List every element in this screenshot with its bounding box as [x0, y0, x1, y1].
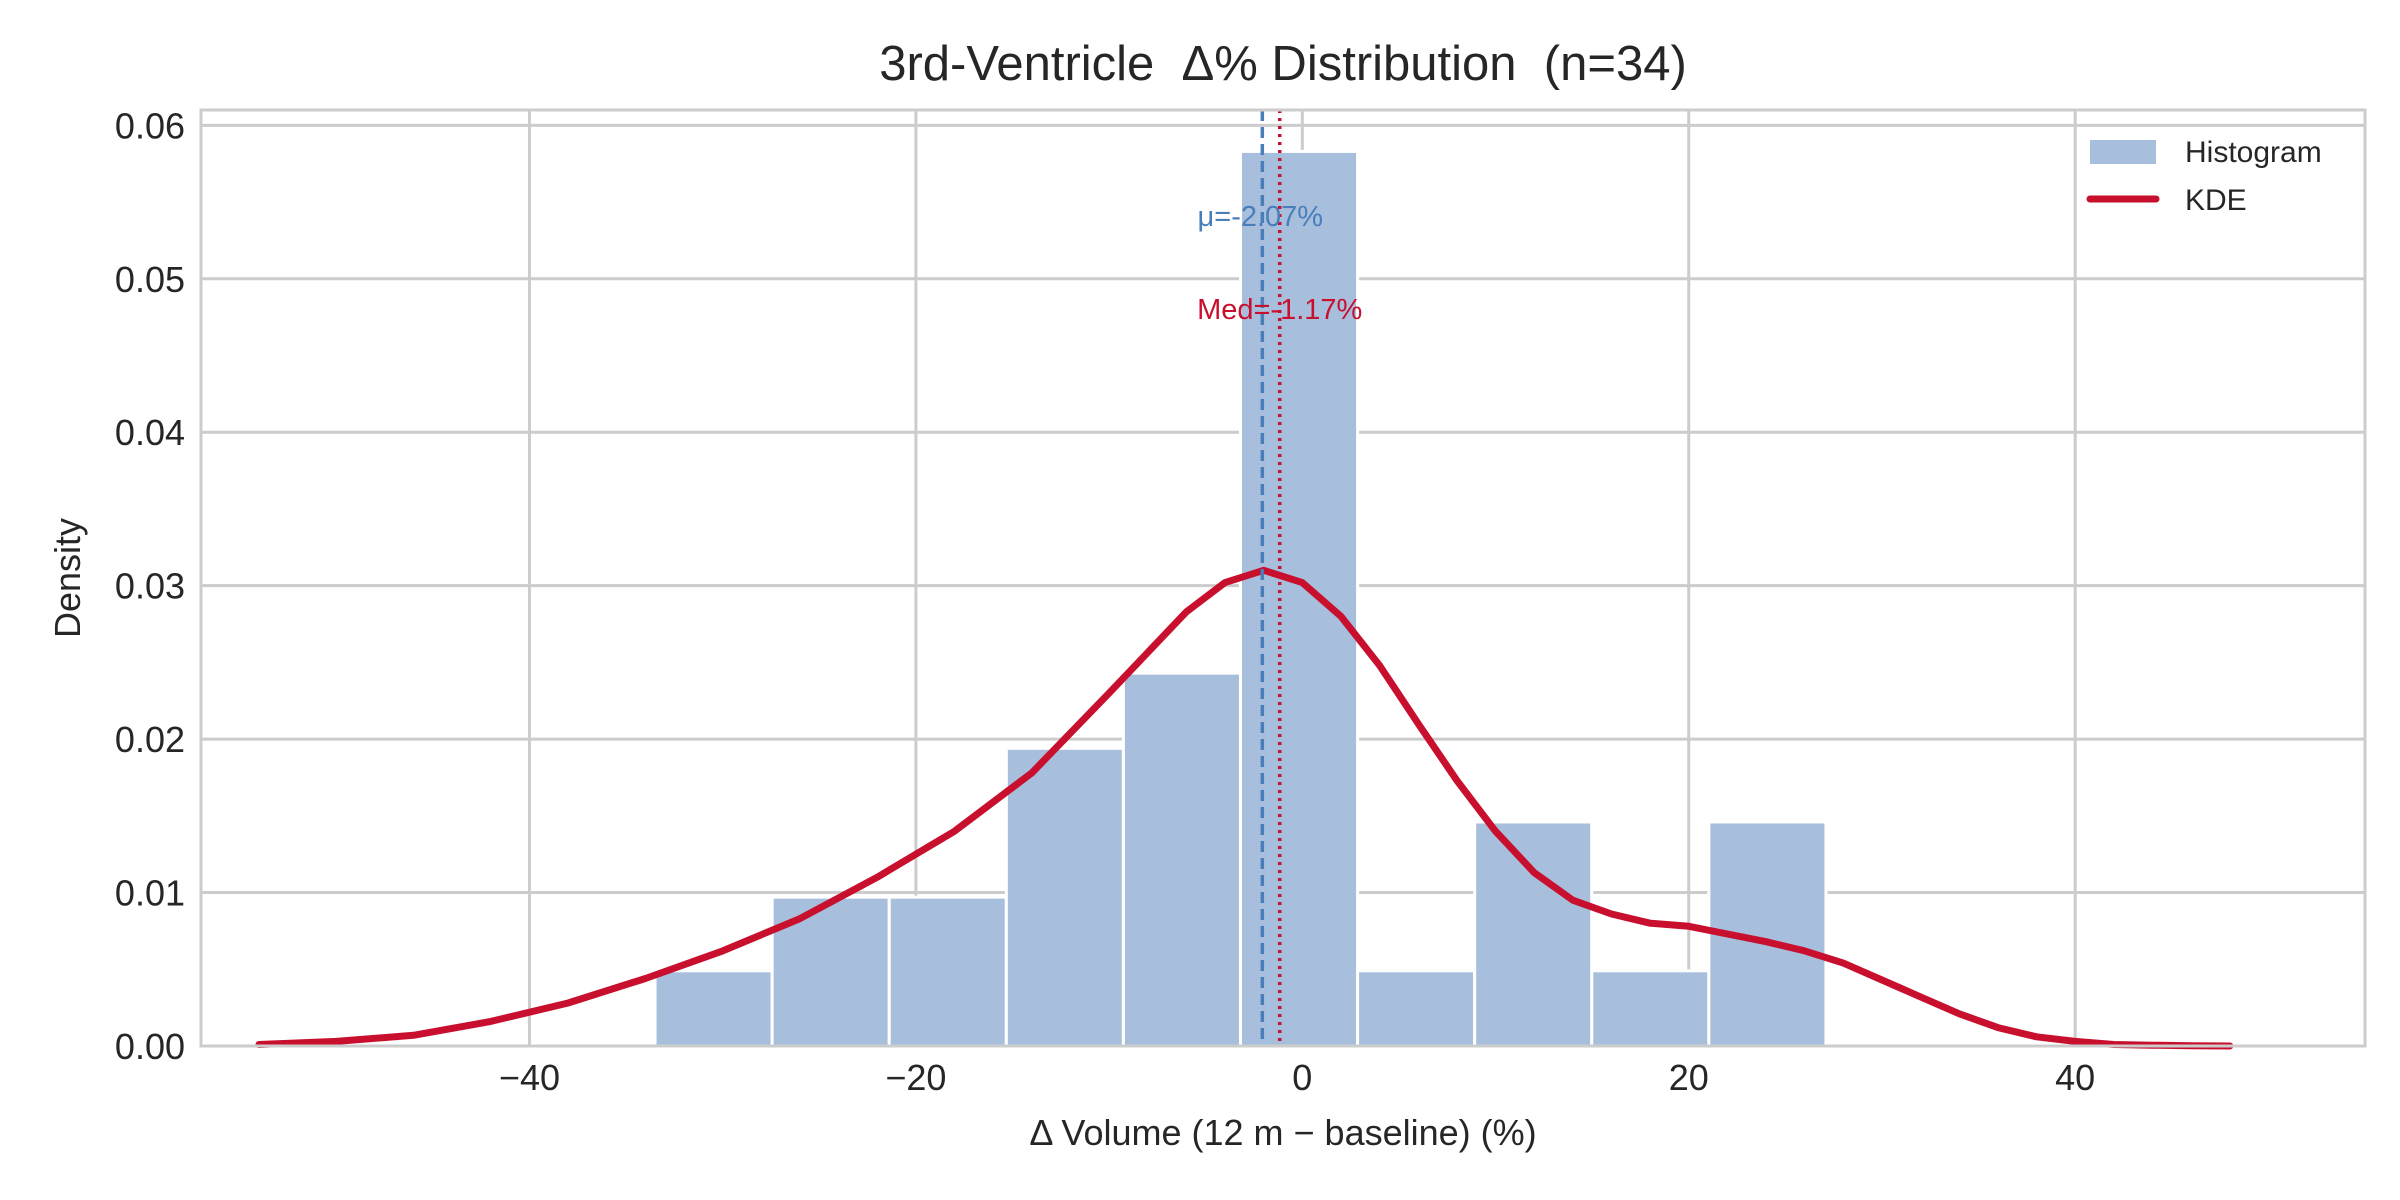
histogram-bar	[1238, 149, 1360, 1048]
y-tick-label: 0.06	[115, 105, 185, 146]
chart-title: 3rd-Ventricle Δ% Distribution (n=34)	[879, 37, 1687, 91]
kde-curve	[255, 566, 2234, 1050]
median-annotation: Med=-1.17%	[1197, 294, 1362, 326]
y-axis-label: Density	[47, 518, 88, 638]
legend-kde-label: KDE	[2185, 184, 2247, 217]
histogram-bar	[1473, 820, 1594, 1048]
y-axis-ticks: 0.00 0.01 0.02 0.03 0.04 0.05 0.06	[115, 105, 185, 1067]
legend: Histogram KDE	[2086, 136, 2322, 217]
x-axis-label: Δ Volume (12 m − baseline) (%)	[1029, 1112, 1536, 1153]
y-tick-label: 0.01	[115, 873, 185, 914]
histogram-bar	[770, 895, 891, 1048]
y-tick-label: 0.03	[115, 566, 185, 607]
plot-frame	[199, 108, 2367, 1048]
histogram-bar	[1356, 969, 1477, 1048]
x-tick-label: 20	[1669, 1057, 1709, 1098]
stat-lines	[1260, 110, 1282, 1046]
x-tick-label: 0	[1292, 1057, 1312, 1098]
kde-curve-group	[255, 566, 2234, 1050]
histogram-bar	[1590, 969, 1711, 1048]
legend-histogram-label: Histogram	[2185, 136, 2322, 169]
histogram-bar	[1004, 746, 1125, 1048]
mean-annotation: μ=-2.07%	[1198, 201, 1324, 233]
histogram-bar	[653, 969, 774, 1048]
histogram-bar	[1121, 671, 1242, 1048]
x-tick-label: −20	[885, 1057, 946, 1098]
x-axis-ticks: −40 −20 0 20 40	[499, 1057, 2095, 1098]
histogram-bars	[653, 149, 1828, 1048]
y-tick-label: 0.05	[115, 259, 185, 300]
histogram-bar	[887, 895, 1008, 1048]
legend-histogram-swatch	[2090, 140, 2156, 164]
y-tick-label: 0.04	[115, 412, 185, 453]
annotations: μ=-2.07% Med=-1.17%	[1197, 201, 1362, 326]
x-tick-label: 40	[2055, 1057, 2095, 1098]
y-tick-label: 0.00	[115, 1026, 185, 1067]
x-tick-label: −40	[499, 1057, 560, 1098]
y-tick-label: 0.02	[115, 719, 185, 760]
